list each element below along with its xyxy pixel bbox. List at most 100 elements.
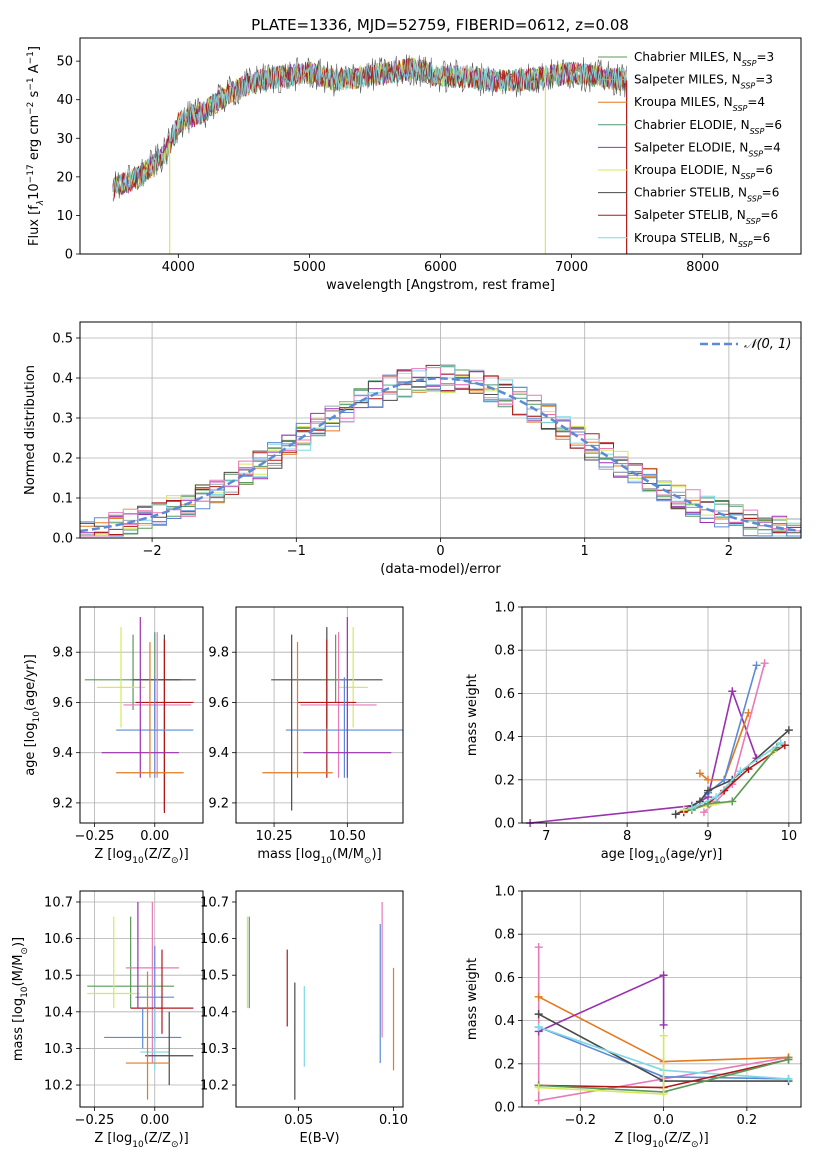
series-marker (534, 1010, 543, 1019)
y-axis-label: Normed distribution (23, 365, 38, 495)
x-tick-label: 0.2 (737, 1113, 758, 1128)
x-tick-label: −2 (143, 544, 162, 559)
y-tick-label: 9.8 (52, 646, 73, 661)
x-axis-label: E(B-V) (299, 1131, 339, 1146)
series-marker (534, 1096, 543, 1105)
series-marker (784, 726, 793, 735)
x-tick-label: 0 (436, 544, 444, 559)
series-marker (659, 971, 668, 980)
y-tick-label: 10.2 (44, 1079, 73, 1094)
y-tick-label: 0.0 (494, 817, 515, 832)
y-tick-label: 30 (56, 132, 73, 147)
series-marker (671, 810, 680, 819)
y-tick-label: 1.0 (494, 885, 515, 900)
series-marker (784, 1055, 793, 1064)
spectrum-panel: 4000 5000 6000 7000 8000 0 10 20 30 40 50 wavelengt… (26, 37, 802, 293)
x-tick-label: 0.05 (284, 1113, 313, 1128)
x-tick-label: 7000 (555, 260, 588, 275)
legend-label: 𝒩(0, 1) (744, 337, 791, 352)
y-tick-label: 1.0 (494, 601, 515, 616)
axes-frame (521, 890, 802, 1108)
legend-label: Salpeter ELODIE, NSSP=4 (634, 140, 781, 158)
x-axis-label: wavelength [Angstrom, rest frame] (326, 278, 555, 293)
series-marker (659, 1031, 668, 1040)
x-tick-label: 10.50 (329, 829, 366, 844)
series-marker (712, 793, 721, 802)
y-tick-label: 0.4 (494, 1014, 515, 1029)
series-line (691, 746, 778, 811)
y-tick-label: 0.8 (494, 928, 515, 943)
y-tick-label: 20 (56, 170, 73, 185)
series-marker (534, 992, 543, 1001)
y-tick-label: 0.0 (494, 1101, 515, 1116)
histogram-step-pink (80, 367, 801, 537)
y-tick-label: 10.2 (200, 1079, 229, 1094)
y-tick-label: 10.6 (200, 932, 229, 947)
y-tick-label: 0.2 (494, 1057, 515, 1072)
legend-label: Kroupa MILES, NSSP=4 (634, 95, 765, 113)
y-tick-label: 9.4 (208, 746, 229, 761)
y-tick-label: 10.4 (44, 1005, 73, 1020)
x-tick-label: 10 (781, 829, 798, 844)
x-axis-label: (data-model)/error (380, 562, 501, 577)
legend-label: Chabrier STELIB, NSSP=6 (634, 186, 779, 204)
series-marker (679, 806, 688, 815)
x-tick-label: 7 (542, 829, 550, 844)
y-axis-label: age [log10(age/yr)] (23, 654, 42, 776)
y-tick-label: 10.4 (200, 1005, 229, 1020)
y-axis-label: mass [log10(M/M⊙)] (11, 937, 30, 1061)
figure-title: PLATE=1336, MJD=52759, FIBERID=0612, z=0… (251, 16, 629, 34)
y-tick-label: 0.6 (494, 687, 515, 702)
y-tick-label: 0.5 (52, 332, 73, 347)
y-axis-label: Flux [fλ10−17 erg cm−2 s−1 A−1] (26, 46, 46, 246)
y-tick-label: 10.5 (44, 969, 73, 984)
residuals-panel: −2 −1 0 1 2 0.0 0.1 0.2 0.3 0.4 0.5 (data-model)/er… (23, 321, 802, 577)
x-axis-label: age [log10(age/yr)] (601, 847, 723, 866)
series-line (538, 973, 665, 1033)
y-tick-label: 0.6 (494, 971, 515, 986)
x-axis-label: Z [log10(Z/Z⊙)] (94, 847, 188, 866)
legend-label: Chabrier ELODIE, NSSP=6 (634, 118, 782, 136)
mass-vs-z-panel: −0.25 0.00 10.2 10.3 10.4 10.5 10.6 10.7 Z [log1… (11, 890, 204, 1150)
x-tick-label: −0.25 (75, 1113, 115, 1128)
series-marker (534, 1023, 543, 1032)
series-marker (687, 803, 696, 812)
axes-frame (79, 606, 204, 824)
x-tick-label: 0.0 (653, 1113, 674, 1128)
series-marker (704, 786, 712, 795)
x-axis-label: mass [log10(M/M⊙)] (257, 847, 381, 866)
x-tick-label: 0.00 (140, 1113, 169, 1128)
y-tick-label: 40 (56, 93, 73, 108)
y-tick-label: 9.2 (208, 796, 229, 811)
series-marker (728, 687, 737, 696)
weight-vs-age-panel: 7 8 9 10 0.0 0.2 0.4 0.6 0.8 1.0 age [log10(age/yr… (465, 601, 802, 866)
series-marker (534, 943, 543, 952)
axes-frame (235, 606, 404, 824)
x-tick-label: 0.10 (379, 1113, 408, 1128)
y-axis-label: mass weight (465, 958, 480, 1040)
x-tick-label: 2 (725, 544, 733, 559)
spectrum-line-kroupa-stelib (112, 57, 627, 193)
y-tick-label: 10.6 (44, 932, 73, 947)
series-marker (704, 775, 712, 784)
y-tick-label: 0.1 (52, 492, 73, 507)
y-tick-label: 10 (56, 209, 73, 224)
legend-label: Kroupa STELIB, NSSP=6 (634, 231, 770, 249)
series-marker (695, 769, 704, 778)
series-marker (776, 739, 785, 748)
y-tick-label: 10.7 (200, 895, 229, 910)
y-tick-label: 9.4 (52, 746, 73, 761)
age-vs-z-panel: −0.25 0.00 9.2 9.4 9.6 9.8 Z [log10(Z/Z⊙)] age … (23, 606, 204, 866)
x-tick-label: −0.2 (565, 1113, 597, 1128)
y-tick-label: 0 (65, 248, 73, 263)
mass-vs-ebv-panel: 0.05 0.10 10.2 10.3 10.4 10.5 10.6 10.7 E(B-V) (200, 890, 408, 1146)
y-tick-label: 50 (56, 55, 73, 70)
x-tick-label: 8 (623, 829, 631, 844)
x-tick-label: 10.25 (255, 829, 292, 844)
x-tick-label: 9 (704, 829, 712, 844)
x-axis-label: Z [log10(Z/Z⊙)] (614, 1131, 708, 1150)
x-tick-label: 1 (581, 544, 589, 559)
series-marker (720, 775, 729, 784)
axes-frame (79, 890, 204, 1108)
